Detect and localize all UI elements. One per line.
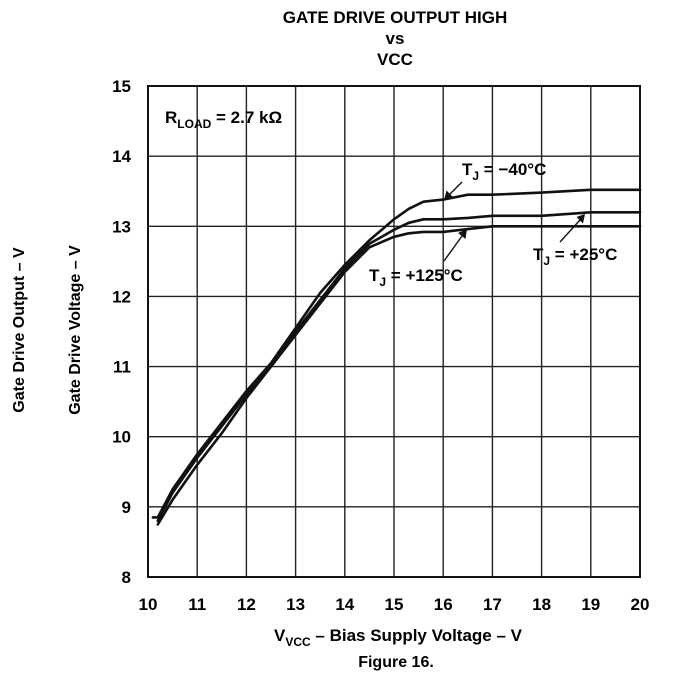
y-tick-label: 8 [122, 568, 131, 587]
arrow-125 [444, 229, 467, 261]
x-tick-label: 12 [237, 595, 256, 614]
x-tick-label: 13 [286, 595, 305, 614]
arrow-25 [560, 214, 585, 242]
y-tick-label: 9 [122, 498, 131, 517]
x-tick-label: 19 [581, 595, 600, 614]
y-tick-label: 15 [112, 77, 131, 96]
chart-title-line-2: vs [386, 29, 405, 48]
x-axis-label: VVCC – Bias Supply Voltage – V [274, 626, 523, 649]
y-tick-label: 13 [112, 217, 131, 236]
x-tick-label: 18 [532, 595, 551, 614]
series-lines [153, 190, 640, 525]
x-tick-label: 14 [335, 595, 354, 614]
x-tick-label: 16 [434, 595, 453, 614]
series-label-125: TJ = +125°C [369, 266, 463, 289]
figure-caption: Figure 16. [358, 654, 434, 671]
chart-title-line-3: VCC [377, 50, 413, 69]
grid-lines [148, 86, 640, 577]
x-tick-label: 11 [188, 595, 206, 614]
y-axis-label-outer: Gate Drive Output – V [11, 247, 28, 413]
series-label-25: TJ = +25°C [533, 245, 617, 268]
series-label-minus40: TJ = −40°C [462, 160, 546, 183]
y-tick-label: 10 [112, 428, 131, 447]
y-axis-label-inner: Gate Drive Voltage – V [67, 245, 84, 415]
y-tick-label: 12 [112, 287, 131, 306]
y-tick-label: 14 [112, 147, 131, 166]
condition-label: RLOAD = 2.7 kΩ [165, 108, 282, 131]
x-tick-label: 20 [631, 595, 650, 614]
x-tick-label: 15 [385, 595, 404, 614]
chart-title-line-1: GATE DRIVE OUTPUT HIGH [283, 8, 507, 27]
x-tick-label: 17 [483, 595, 502, 614]
tick-labels: 10 11 12 13 14 15 16 17 18 19 20 8 9 10 11 12 13 14 15 [112, 77, 649, 614]
series-line-0 [153, 190, 640, 518]
x-tick-label: 10 [139, 595, 158, 614]
y-tick-label: 11 [113, 358, 131, 377]
